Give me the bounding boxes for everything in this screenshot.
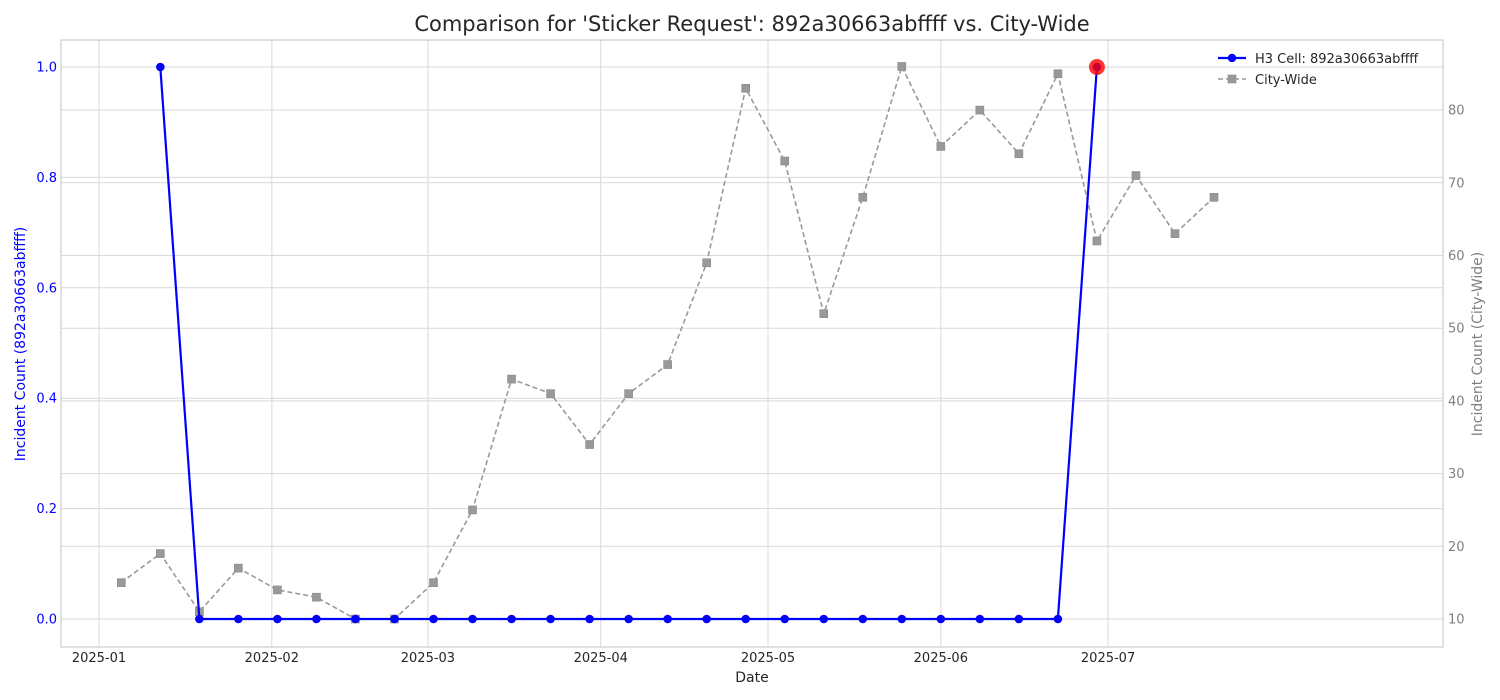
right-tick-label: 60	[1448, 249, 1465, 264]
city-wide-point	[234, 563, 243, 573]
h3-point	[507, 614, 516, 624]
city-wide-point	[624, 389, 633, 398]
left-tick-label: 1.0	[36, 61, 57, 76]
h3-point	[741, 614, 750, 624]
h3-point	[897, 614, 907, 624]
city-wide-point	[1053, 69, 1063, 79]
city-wide-point	[156, 549, 165, 558]
city-wide-point	[468, 505, 477, 515]
left-tick-label: 0.2	[36, 502, 57, 517]
city-wide-series	[117, 62, 1219, 624]
chart-title: Comparison for 'Sticker Request': 892a30…	[414, 12, 1089, 36]
right-tick-label: 80	[1448, 104, 1465, 119]
h3-point	[351, 614, 360, 624]
city-wide-point	[546, 389, 555, 398]
h3-line	[159, 66, 1098, 621]
h3-point	[624, 614, 633, 624]
x-tick-label: 2025-06	[914, 651, 968, 666]
x-tick-label: 2025-03	[401, 651, 455, 666]
city-wide-point	[897, 62, 907, 71]
x-tick-label: 2025-07	[1081, 651, 1135, 666]
city-wide-point	[1209, 193, 1219, 202]
right-tick-label: 70	[1448, 176, 1465, 191]
highlight-layer	[1088, 59, 1105, 75]
right-tick-label: 50	[1448, 322, 1465, 337]
legend-city-label: City-Wide	[1255, 73, 1317, 88]
h3-point	[819, 614, 829, 624]
city-wide-point	[702, 258, 711, 268]
city-wide-point	[312, 592, 321, 602]
h3-point	[312, 614, 321, 624]
city-wide-point	[585, 440, 594, 449]
left-tick-label: 0.6	[36, 281, 57, 296]
h3-point	[234, 614, 243, 624]
left-tick-label: 0.0	[36, 613, 57, 628]
right-axis: 10 20 30 40 50 60 70 80	[1448, 104, 1465, 628]
legend-city-marker	[1227, 74, 1237, 84]
h3-point	[429, 614, 438, 624]
right-tick-label: 40	[1448, 394, 1465, 409]
x-axis-label: Date	[735, 670, 768, 686]
h3-point	[468, 614, 477, 624]
h3-point	[546, 614, 555, 624]
right-tick-label: 10	[1448, 613, 1465, 628]
left-axis: 0.0 0.2 0.4 0.6 0.8 1.0	[36, 61, 57, 628]
h3-point	[936, 614, 946, 624]
x-tick-label: 2025-02	[245, 651, 299, 666]
h3-point	[273, 614, 282, 624]
h3-point	[1014, 614, 1024, 624]
grid	[61, 40, 1443, 647]
right-tick-label: 30	[1448, 467, 1465, 482]
legend-h3-marker	[1227, 53, 1237, 63]
left-tick-label: 0.4	[36, 392, 57, 407]
city-wide-point	[936, 142, 946, 151]
city-wide-point	[780, 156, 790, 166]
city-wide-point	[663, 360, 672, 369]
h3-point	[1053, 614, 1063, 624]
right-tick-label: 20	[1448, 540, 1465, 555]
city-wide-point	[1014, 149, 1024, 159]
h3-point	[858, 614, 868, 624]
h3-point	[702, 614, 711, 624]
city-wide-point	[1131, 171, 1141, 180]
x-tick-label: 2025-05	[741, 651, 795, 666]
city-wide-point	[429, 578, 438, 587]
city-wide-point	[819, 309, 829, 318]
legend: H3 Cell: 892a30663abffff City-Wide	[1218, 52, 1419, 88]
x-tick-label: 2025-04	[574, 651, 628, 666]
h3-point	[663, 614, 672, 624]
h3-point	[780, 614, 790, 624]
right-axis-label: Incident Count (City-Wide)	[1470, 252, 1486, 436]
city-wide-point	[741, 83, 751, 93]
left-axis-label: Incident Count (892a30663abffff)	[13, 227, 29, 461]
city-wide-point	[273, 585, 282, 595]
left-tick-label: 0.8	[36, 171, 57, 186]
h3-point	[156, 62, 165, 72]
city-wide-point	[858, 193, 868, 202]
city-wide-line	[120, 64, 1215, 620]
highlight-point	[1088, 59, 1105, 75]
x-axis: 2025-01 2025-02 2025-03 2025-04 2025-05 2025-…	[72, 651, 1135, 666]
h3-point	[585, 614, 594, 624]
h3-point	[390, 614, 399, 624]
h3-point	[975, 614, 985, 624]
x-tick-label: 2025-01	[72, 651, 126, 666]
city-wide-point	[1170, 229, 1180, 238]
city-wide-point	[975, 105, 985, 115]
legend-h3-label: H3 Cell: 892a30663abffff	[1255, 52, 1419, 67]
plot-frame	[60, 39, 1444, 648]
h3-point	[195, 614, 204, 624]
city-wide-point	[1092, 236, 1102, 246]
city-wide-point	[507, 374, 516, 384]
h3-series	[156, 62, 1102, 624]
city-wide-point	[117, 578, 126, 587]
